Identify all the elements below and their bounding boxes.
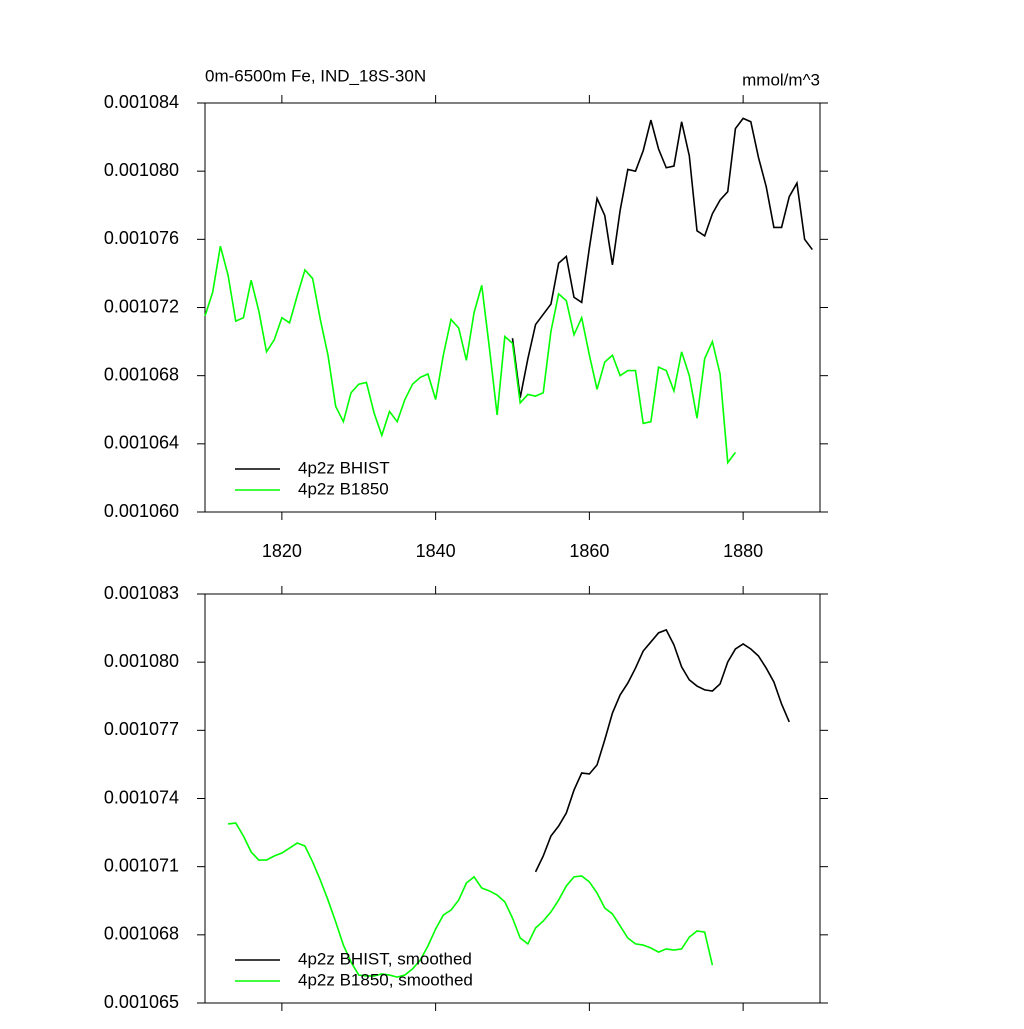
y-tick-label: 0.001083 xyxy=(104,583,179,603)
y-tick-label: 0.001068 xyxy=(104,924,179,944)
y-tick-label: 0.001064 xyxy=(104,433,179,453)
x-tick-label: 1820 xyxy=(262,541,302,561)
y-tick-label: 0.001076 xyxy=(104,228,179,248)
series-line xyxy=(534,628,790,873)
y-tick-label: 0.001065 xyxy=(104,992,179,1012)
series-line xyxy=(204,245,737,465)
series-line xyxy=(511,117,813,398)
legend-label: 4p2z B1850 xyxy=(298,479,389,498)
legend-label: 4p2z B1850, smoothed xyxy=(298,970,473,989)
plot-frame xyxy=(204,593,821,1004)
y-tick-label: 0.001060 xyxy=(104,501,179,521)
x-tick-label: 1880 xyxy=(723,541,763,561)
x-tick-label: 1840 xyxy=(416,541,456,561)
y-tick-label: 0.001080 xyxy=(104,160,179,180)
plot-frame xyxy=(204,102,821,513)
units-label: mmol/m^3 xyxy=(742,70,820,89)
series-line xyxy=(227,822,714,978)
legend-label: 4p2z BHIST xyxy=(298,458,390,477)
y-tick-label: 0.001077 xyxy=(104,719,179,739)
y-tick-label: 0.001074 xyxy=(104,787,179,807)
y-tick-label: 0.001072 xyxy=(104,296,179,316)
y-tick-label: 0.001080 xyxy=(104,651,179,671)
y-tick-label: 0.001068 xyxy=(104,364,179,384)
legend-label: 4p2z BHIST, smoothed xyxy=(298,949,472,968)
x-tick-label: 1860 xyxy=(569,541,609,561)
y-tick-label: 0.001084 xyxy=(104,92,179,112)
y-tick-label: 0.001071 xyxy=(104,855,179,875)
chart-title: 0m-6500m Fe, IND_18S-30N xyxy=(205,66,426,85)
